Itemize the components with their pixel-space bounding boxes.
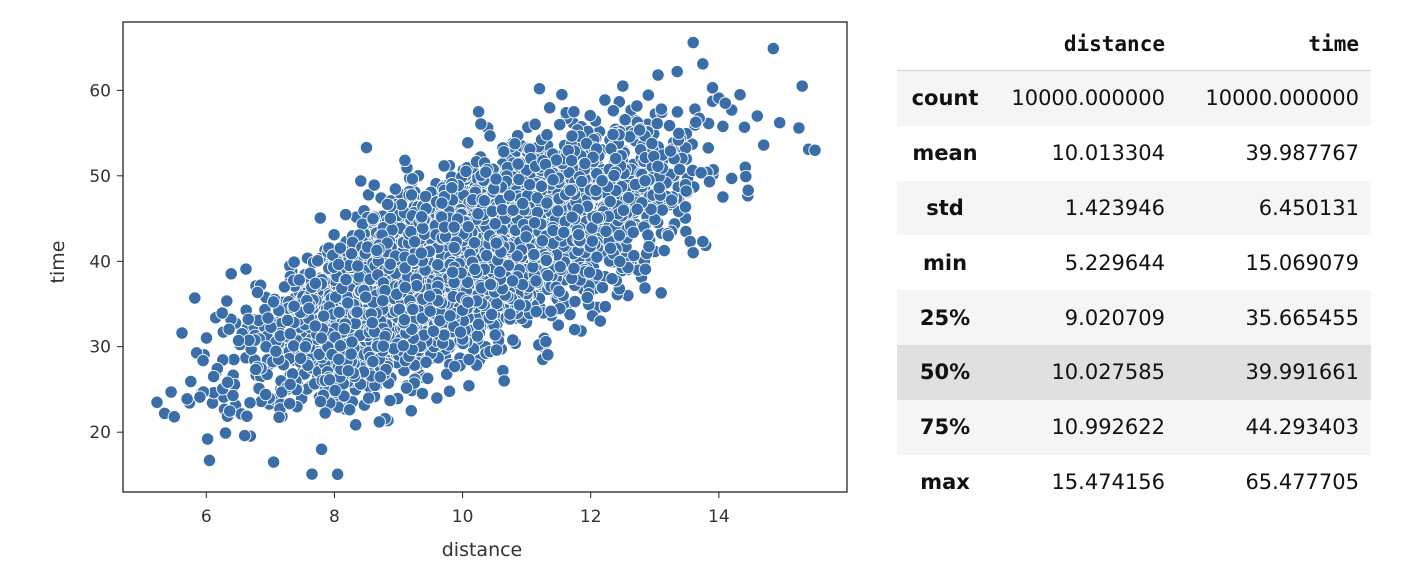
scatter-point <box>563 307 577 322</box>
scatter-point <box>448 359 462 374</box>
scatter-point <box>733 88 747 102</box>
scatter-point <box>220 294 234 308</box>
scatter-point <box>506 333 520 347</box>
scatter-point <box>632 123 647 137</box>
scatter-point <box>199 331 214 345</box>
scatter-point <box>215 306 229 320</box>
scatter-point <box>661 229 675 243</box>
scatter-point <box>679 184 693 198</box>
scatter-point <box>678 200 693 214</box>
scatter-point <box>483 129 497 143</box>
scatter-point <box>716 190 730 204</box>
scatter-point <box>741 183 755 197</box>
scatter-point <box>583 108 597 123</box>
scatter-point <box>437 159 451 173</box>
scatter-point <box>239 262 253 276</box>
scatter-point <box>598 93 612 107</box>
scatter-point <box>470 329 485 343</box>
scatter-point <box>175 326 189 340</box>
scatter-point <box>543 101 557 115</box>
scatter-point <box>224 267 238 281</box>
scatter-point <box>599 224 613 238</box>
scatter-point <box>739 169 753 184</box>
scatter-point <box>349 418 363 432</box>
scatter-point <box>327 228 341 242</box>
scatter-point <box>638 262 653 276</box>
scatter-point <box>551 318 565 332</box>
scatter-point <box>287 255 301 269</box>
scatter-point <box>605 272 619 286</box>
scatter-point <box>654 102 669 116</box>
scatter-point <box>243 396 257 410</box>
scatter-point <box>184 374 198 389</box>
scatter-point <box>618 113 632 127</box>
scatter-point <box>227 352 241 367</box>
scatter-point <box>737 120 752 134</box>
scatter-point <box>383 393 397 408</box>
scatter-point <box>541 348 555 362</box>
scatter-point <box>683 234 697 249</box>
scatter-point <box>461 136 475 150</box>
scatter-points <box>150 35 822 481</box>
scatter-point <box>339 207 353 222</box>
scatter-point <box>630 99 644 113</box>
scatter-point <box>701 141 715 155</box>
scatter-point <box>567 105 581 119</box>
scatter-point <box>582 265 597 279</box>
scatter-point <box>421 371 435 386</box>
scatter-point <box>641 228 655 242</box>
scatter-point <box>415 386 430 401</box>
scatter-point <box>553 117 567 132</box>
scatter-point <box>440 367 454 381</box>
scatter-point <box>442 384 457 398</box>
scatter-point <box>241 312 255 326</box>
scatter-point <box>310 254 325 268</box>
scatter-point <box>627 248 641 263</box>
scatter-point <box>598 299 612 314</box>
scatter-point <box>313 211 327 225</box>
scatter-point <box>222 322 236 336</box>
